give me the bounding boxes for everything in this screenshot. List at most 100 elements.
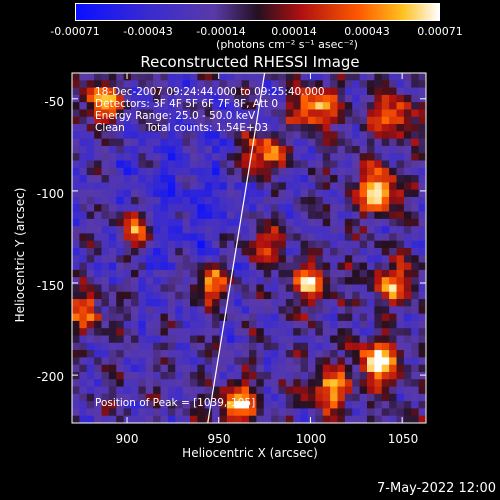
heatmap-cell <box>271 109 279 118</box>
heatmap-cell <box>175 393 184 402</box>
heatmap-cell <box>359 116 368 125</box>
heatmap-cell <box>182 364 191 373</box>
heatmap-cell <box>381 371 390 380</box>
heatmap-cell <box>234 153 243 161</box>
heatmap-cell <box>389 342 397 351</box>
heatmap-cell <box>300 269 309 278</box>
heatmap-cell <box>131 284 139 293</box>
heatmap-cell <box>108 408 117 417</box>
heatmap-cell <box>108 160 117 169</box>
heatmap-cell <box>344 145 353 154</box>
heatmap-cell <box>241 291 250 300</box>
heatmap-cell <box>153 306 161 315</box>
heatmap-cell <box>300 167 309 176</box>
heatmap-cell <box>293 364 302 373</box>
heatmap-cell <box>94 320 102 329</box>
heatmap-cell <box>293 145 302 154</box>
heatmap-cell <box>219 138 228 147</box>
heatmap-cell <box>256 357 265 366</box>
heatmap-cell <box>167 102 176 110</box>
heatmap-cell <box>330 196 338 205</box>
heatmap-cell <box>175 415 184 424</box>
heatmap-cell <box>234 364 243 373</box>
heatmap-cell <box>182 94 191 103</box>
heatmap-cell <box>322 386 331 395</box>
heatmap-cell <box>367 415 375 424</box>
heatmap-cell <box>116 393 125 402</box>
heatmap-cell <box>249 379 257 387</box>
heatmap-cell <box>308 255 316 263</box>
heatmap-cell <box>175 255 184 263</box>
heatmap-cell <box>234 320 243 329</box>
heatmap-cell <box>315 233 324 242</box>
heatmap-cell <box>381 328 390 336</box>
heatmap-cell <box>116 204 125 212</box>
heatmap-cell <box>411 299 420 307</box>
heatmap-cell <box>145 328 154 336</box>
heatmap-cell <box>212 211 220 220</box>
heatmap-cell <box>249 350 257 358</box>
heatmap-cell <box>175 80 184 88</box>
heatmap-cell <box>72 320 80 329</box>
heatmap-cell <box>381 124 390 132</box>
heatmap-cell <box>285 415 294 424</box>
heatmap-cell <box>116 138 125 147</box>
heatmap-cell <box>308 248 316 256</box>
heatmap-cell <box>226 284 235 293</box>
heatmap-cell <box>190 124 198 132</box>
heatmap-cell <box>249 167 257 176</box>
heatmap-cell <box>86 248 95 256</box>
heatmap-cell <box>101 226 110 234</box>
heatmap-cell <box>285 145 294 154</box>
heatmap-cell <box>241 102 250 110</box>
heatmap-cell <box>249 102 257 110</box>
heatmap-cell <box>145 196 154 205</box>
heatmap-cell <box>167 109 176 118</box>
heatmap-cell <box>79 328 88 336</box>
heatmap-cell <box>285 167 294 176</box>
heatmap-cell <box>263 94 272 103</box>
heatmap-cell <box>175 94 184 103</box>
heatmap-cell <box>175 320 184 329</box>
heatmap-cell <box>300 87 309 96</box>
heatmap-cell <box>263 116 272 125</box>
heatmap-cell <box>374 299 383 307</box>
heatmap-cell <box>123 131 132 140</box>
heatmap-cell <box>138 73 147 81</box>
heatmap-cell <box>101 248 110 256</box>
heatmap-cell <box>138 393 147 402</box>
heatmap-cell <box>403 277 412 285</box>
heatmap-cell <box>234 262 243 271</box>
heatmap-cell <box>101 116 110 125</box>
heatmap-cell <box>389 87 397 96</box>
heatmap-cell <box>226 379 235 387</box>
heatmap-cell <box>131 145 139 154</box>
heatmap-cell <box>182 102 191 110</box>
heatmap-cell <box>94 386 102 395</box>
heatmap-cell <box>352 73 361 81</box>
heatmap-cell <box>175 386 184 395</box>
heatmap-cell <box>285 233 294 242</box>
heatmap-cell <box>101 269 110 278</box>
heatmap-cell <box>396 379 405 387</box>
heatmap-cell <box>153 138 161 147</box>
heatmap-cell <box>219 94 228 103</box>
heatmap-cell <box>411 357 420 366</box>
heatmap-cell <box>182 277 191 285</box>
heatmap-cell <box>145 342 154 351</box>
heatmap-cell <box>226 116 235 125</box>
heatmap-cell <box>182 138 191 147</box>
heatmap-cell <box>271 350 279 358</box>
heatmap-cell <box>322 116 331 125</box>
heatmap-cell <box>86 277 95 285</box>
heatmap-cell <box>108 211 117 220</box>
heatmap-cell <box>256 218 265 227</box>
heatmap-cell <box>79 87 88 96</box>
heatmap-cell <box>381 175 390 183</box>
heatmap-cell <box>256 393 265 402</box>
heatmap-cell <box>197 189 206 198</box>
heatmap-cell <box>389 393 397 402</box>
heatmap-cell <box>72 371 80 380</box>
heatmap-cell <box>315 291 324 300</box>
heatmap-cell <box>219 116 228 125</box>
